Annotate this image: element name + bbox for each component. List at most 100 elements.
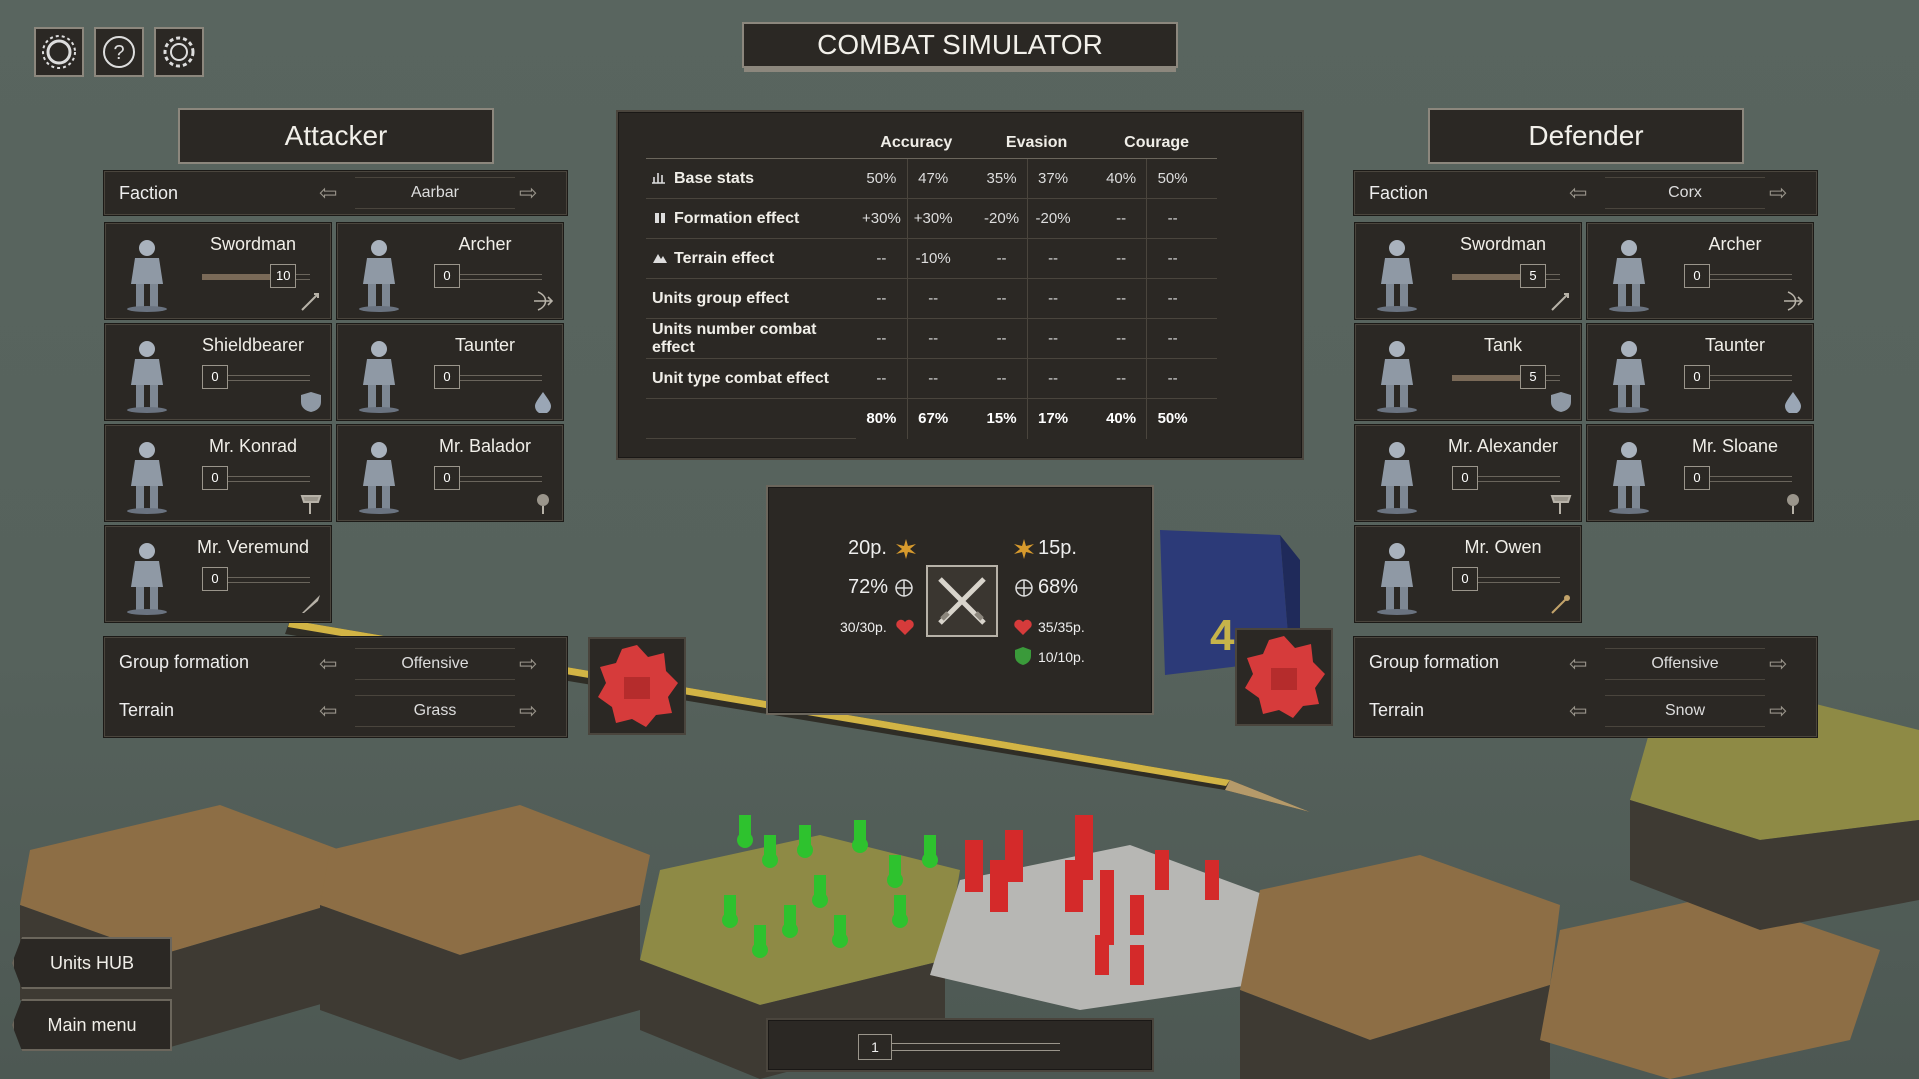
defender-unit-card[interactable]: Mr. Alexander 0 [1354,424,1582,522]
attacker-faction-prev-arrow-icon[interactable]: ⇦ [319,180,338,205]
attacker-unit-card[interactable]: Archer 0 [336,222,564,320]
stats-cell: 50% [856,158,908,199]
unit-count-value[interactable]: 0 [1684,466,1710,490]
axe-icon [1550,495,1572,514]
unit-figure-icon [1377,543,1417,615]
units-hub-button[interactable]: Units HUB [12,937,172,989]
unit-count-slider[interactable] [202,274,310,280]
unit-count-value[interactable]: 10 [270,264,297,288]
defender-faction-prev-arrow-icon[interactable]: ⇦ [1569,180,1588,205]
attacker-unit-card[interactable]: Mr. Veremund 0 [104,525,332,623]
unit-count-value[interactable]: 0 [1684,264,1710,288]
unit-count-slider[interactable] [434,274,542,280]
main-menu-button[interactable]: Main menu [12,999,172,1051]
stats-cell: 50% [1146,158,1217,199]
attacker-attack-button[interactable] [588,637,686,735]
unit-count-value[interactable]: 0 [1452,466,1478,490]
stats-row: Base stats 50% 47% 35% 37% 40% 50% [646,158,1217,199]
unit-count-slider[interactable] [1684,375,1792,381]
stats-cell: -- [1096,358,1147,399]
unit-name: Mr. Veremund [196,537,310,557]
unit-count-slider[interactable] [202,577,310,583]
defender-faction-next-arrow-icon[interactable]: ⇨ [1769,180,1788,205]
stats-cell: -- [976,238,1028,279]
stats-cell: -- [907,318,977,359]
unit-count-value[interactable]: 0 [434,466,460,490]
unit-count-slider[interactable] [434,476,542,482]
unit-count-slider[interactable] [434,375,542,381]
attacker-unit-card[interactable]: Mr. Balador 0 [336,424,564,522]
unit-count-value[interactable]: 0 [434,365,460,389]
unit-count-slider[interactable] [202,375,310,381]
unit-figure-icon [359,442,399,514]
stats-cell: -- [1096,238,1147,279]
stats-cell: -- [1146,318,1217,359]
unit-count-value[interactable]: 0 [202,567,228,591]
attacker-unit-card[interactable]: Mr. Konrad 0 [104,424,332,522]
unit-name: Archer [1708,234,1762,254]
combat-preview-panel: 20p. 72% 30/30p. 15p. 68% 35/35p. 10/10p… [766,485,1154,715]
bow-icon [1784,291,1804,311]
attacker-formation-prev-arrow-icon[interactable]: ⇦ [319,651,338,676]
unit-count-value[interactable]: 0 [202,365,228,389]
defender-unit-card[interactable]: Tank 5 [1354,323,1582,421]
heart-icon [1014,619,1032,635]
defender-formation-prev-arrow-icon[interactable]: ⇦ [1569,651,1588,676]
attacker-terrain-value: Grass [355,695,515,727]
unit-count-slider[interactable] [1452,476,1560,482]
help-button[interactable]: ? [94,27,144,77]
defender-formation-row: Group formation ⇦ Offensive ⇨ Terrain ⇦ … [1353,636,1818,738]
help-icon: ? [103,36,135,68]
stats-cell: 35% [976,158,1028,199]
settings-sun-button[interactable] [34,27,84,77]
unit-count-slider[interactable] [1684,274,1792,280]
round-value: 1 [858,1034,892,1060]
defender-attack-button[interactable] [1235,628,1333,726]
stats-cell: -- [976,318,1028,359]
defender-unit-card[interactable]: Archer 0 [1586,222,1814,320]
unit-figure-icon [127,341,167,413]
stats-header-accuracy: Accuracy [856,128,977,159]
unit-count-slider-fill [1452,274,1533,280]
defender-unit-card[interactable]: Swordman 5 [1354,222,1582,320]
unit-count-slider[interactable] [1452,577,1560,583]
burst-icon [896,539,916,559]
defender-unit-card[interactable]: Mr. Sloane 0 [1586,424,1814,522]
stats-total-cell: 80% [856,398,908,439]
defender-faction-value: Corx [1605,177,1765,209]
attacker-unit-card[interactable]: Swordman 10 [104,222,332,320]
sun-settings-icon [42,35,76,69]
unit-count-value[interactable]: 0 [1452,567,1478,591]
unit-count-slider[interactable] [1452,274,1560,280]
stats-panel: Accuracy Evasion Courage Base stats 50% 47… [616,110,1304,460]
defender-terrain-prev-arrow-icon[interactable]: ⇦ [1569,698,1588,723]
unit-count-slider[interactable] [1452,375,1560,381]
defender-faction-label: Faction [1369,182,1429,203]
attacker-formation-next-arrow-icon[interactable]: ⇨ [519,651,538,676]
unit-count-value[interactable]: 0 [1684,365,1710,389]
gear-icon [163,36,195,68]
defender-unit-card[interactable]: Taunter 0 [1586,323,1814,421]
defender-formation-next-arrow-icon[interactable]: ⇨ [1769,651,1788,676]
unit-figure [1602,236,1656,312]
attacker-unit-card[interactable]: Taunter 0 [336,323,564,421]
unit-count-slider[interactable] [1684,476,1792,482]
unit-count-value[interactable]: 5 [1520,365,1546,389]
sword-icon [301,293,319,311]
unit-count-value[interactable]: 0 [202,466,228,490]
unit-count-slider[interactable] [202,476,310,482]
defender-unit-card[interactable]: Mr. Owen 0 [1354,525,1582,623]
bar-chart-icon [652,173,665,184]
attacker-unit-card[interactable]: Shieldbearer 0 [104,323,332,421]
round-slider[interactable] [864,1043,1060,1051]
unit-count-value[interactable]: 5 [1520,264,1546,288]
defender-terrain-next-arrow-icon[interactable]: ⇨ [1769,698,1788,723]
stats-cell: 40% [1096,158,1147,199]
unit-count-value[interactable]: 0 [434,264,460,288]
attacker-terrain-next-arrow-icon[interactable]: ⇨ [519,698,538,723]
fist-badge-icon [598,645,678,727]
gear-button[interactable] [154,27,204,77]
stats-header-courage: Courage [1096,128,1217,159]
attacker-faction-next-arrow-icon[interactable]: ⇨ [519,180,538,205]
attacker-terrain-prev-arrow-icon[interactable]: ⇦ [319,698,338,723]
